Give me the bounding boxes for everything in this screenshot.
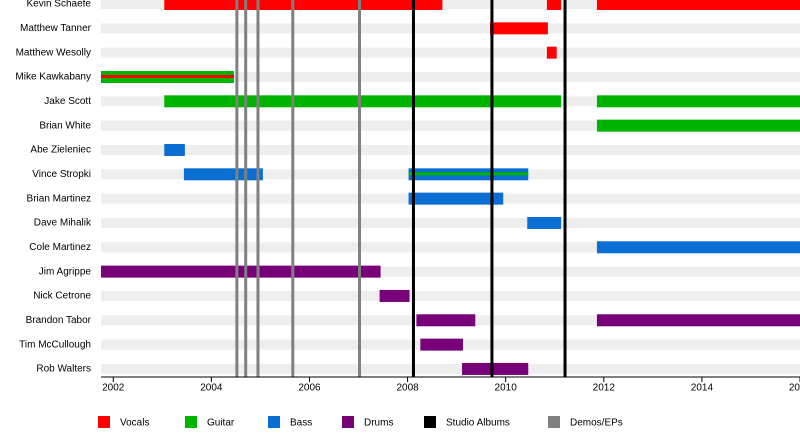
member-label: Brian White — [39, 120, 91, 131]
x-tick-label: 2006 — [298, 383, 321, 394]
member-label: Brandon Tabor — [26, 315, 92, 326]
legend-label: Vocals — [120, 418, 149, 429]
member-label: Mike Kawkabany — [15, 72, 91, 83]
member-bar — [546, 46, 557, 59]
row-stripe — [101, 71, 800, 82]
member-bar — [101, 265, 381, 278]
member-bar — [527, 216, 562, 229]
x-tick-label: 2010 — [495, 383, 518, 394]
member-bar — [183, 168, 263, 181]
legend-swatch — [424, 416, 436, 428]
row-stripe — [101, 290, 800, 301]
member-bar — [596, 0, 800, 10]
legend-label: Bass — [290, 418, 312, 429]
row-stripe — [101, 47, 800, 58]
legend-label: Guitar — [207, 418, 235, 429]
x-tick-label: 2002 — [102, 383, 125, 394]
row-stripe — [101, 363, 800, 374]
member-bar — [596, 241, 800, 254]
member-bar — [596, 119, 800, 132]
x-tick-label: 2014 — [691, 383, 714, 394]
row-stripe — [101, 0, 800, 9]
legend-label: Studio Albums — [446, 418, 510, 429]
legend-swatch — [342, 416, 354, 428]
member-bar-stripe — [101, 74, 234, 78]
legend-swatch — [548, 416, 560, 428]
row-stripe — [101, 242, 800, 253]
member-label: Rob Walters — [36, 364, 91, 375]
member-label: Nick Cetrone — [33, 291, 91, 302]
row-stripe — [101, 266, 800, 277]
member-bar — [164, 0, 443, 10]
member-label: Abe Zieleniec — [30, 145, 91, 156]
member-label: Cole Martinez — [29, 242, 91, 253]
legend-swatch — [185, 416, 197, 428]
row-stripe — [101, 120, 800, 131]
member-bar — [164, 143, 185, 156]
x-tick-label: 2008 — [396, 383, 419, 394]
legend-label: Demos/EPs — [570, 418, 623, 429]
member-bar — [546, 0, 562, 10]
row-stripe — [101, 23, 800, 34]
member-bar — [408, 192, 504, 205]
member-bar — [379, 289, 410, 302]
legend-label: Drums — [364, 418, 393, 429]
member-bar — [164, 95, 562, 108]
member-label: Jim Agrippe — [39, 266, 92, 277]
member-bar — [489, 22, 548, 35]
legend-swatch — [98, 416, 110, 428]
x-tick-label: 2016 — [789, 383, 800, 394]
row-stripe — [101, 217, 800, 228]
member-label: Dave Mihalik — [34, 218, 92, 229]
member-label: Tim McCullough — [19, 339, 91, 350]
x-tick-label: 2012 — [593, 383, 616, 394]
member-bar — [420, 338, 464, 351]
member-label: Matthew Tanner — [20, 23, 92, 34]
member-label: Kevin Schaefe — [27, 0, 92, 10]
member-bar — [596, 314, 800, 327]
member-label: Vince Stropki — [32, 169, 91, 180]
member-label: Matthew Wesolly — [16, 47, 91, 58]
row-stripe — [101, 144, 800, 155]
member-label: Jake Scott — [44, 96, 91, 107]
member-bar — [596, 95, 800, 108]
member-bar-stripe — [408, 172, 529, 176]
member-bar — [416, 314, 476, 327]
member-label: Brian Martinez — [27, 193, 91, 204]
legend-swatch — [268, 416, 280, 428]
x-tick-label: 2004 — [200, 383, 223, 394]
member-bar — [462, 362, 529, 375]
